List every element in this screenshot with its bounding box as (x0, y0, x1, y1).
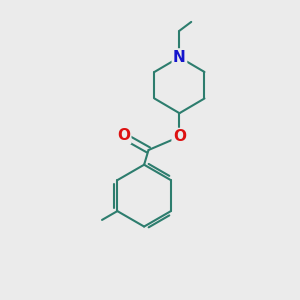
Text: O: O (117, 128, 130, 143)
Text: N: N (173, 50, 186, 65)
Text: O: O (173, 129, 186, 144)
